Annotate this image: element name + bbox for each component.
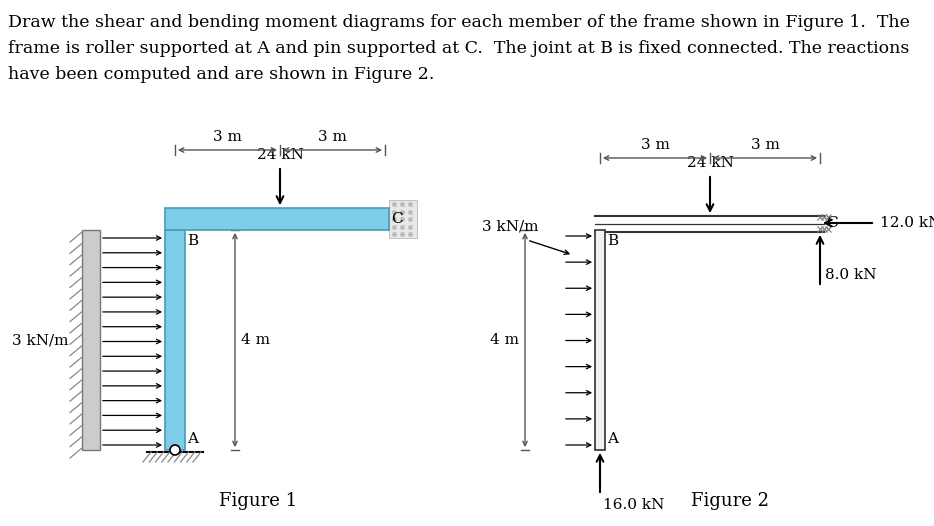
Text: 24 kN: 24 kN xyxy=(257,148,304,162)
Text: A: A xyxy=(187,432,198,446)
Text: B: B xyxy=(607,234,618,248)
Text: frame is roller supported at A and pin supported at C.  The joint at B is fixed : frame is roller supported at A and pin s… xyxy=(8,40,910,57)
Bar xyxy=(595,230,605,450)
Text: 4 m: 4 m xyxy=(490,333,519,347)
Text: 3 m: 3 m xyxy=(213,130,241,144)
Text: 16.0 kN: 16.0 kN xyxy=(603,498,664,512)
Text: A: A xyxy=(607,432,618,446)
Bar xyxy=(165,230,185,450)
Text: 12.0 kN: 12.0 kN xyxy=(880,216,934,230)
Text: 8.0 kN: 8.0 kN xyxy=(825,268,876,282)
Text: C: C xyxy=(826,216,838,230)
Text: Figure 1: Figure 1 xyxy=(219,492,297,510)
Bar xyxy=(165,208,389,230)
Text: Figure 2: Figure 2 xyxy=(691,492,769,510)
Text: 3 m: 3 m xyxy=(641,138,670,152)
Text: 4 m: 4 m xyxy=(241,333,270,347)
Text: 24 kN: 24 kN xyxy=(686,156,733,170)
Text: 3 m: 3 m xyxy=(751,138,780,152)
Text: have been computed and are shown in Figure 2.: have been computed and are shown in Figu… xyxy=(8,66,434,83)
Text: Draw the shear and bending moment diagrams for each member of the frame shown in: Draw the shear and bending moment diagra… xyxy=(8,14,910,31)
Text: B: B xyxy=(187,234,198,248)
Circle shape xyxy=(170,445,180,455)
Bar xyxy=(82,230,100,450)
Text: 3 kN/m: 3 kN/m xyxy=(12,333,68,347)
Bar xyxy=(389,200,417,238)
Text: C: C xyxy=(391,212,403,226)
Text: 3 m: 3 m xyxy=(318,130,347,144)
Text: 3 kN/m: 3 kN/m xyxy=(482,220,539,234)
